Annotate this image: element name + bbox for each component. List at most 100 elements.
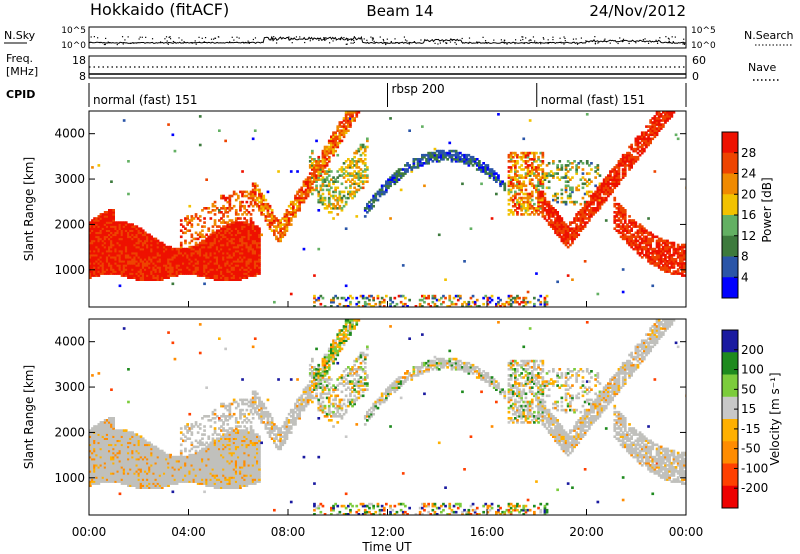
power-cell (118, 251, 122, 255)
power-cell (657, 258, 661, 261)
power-cell (617, 225, 621, 228)
power-cell (133, 241, 137, 245)
power-cell (241, 270, 244, 273)
power-cell (270, 211, 274, 214)
power-cell (638, 241, 642, 245)
power-cell (141, 247, 145, 251)
power-cell (613, 168, 617, 171)
power-cell (366, 211, 369, 214)
power-cell (583, 178, 587, 181)
power-cell (192, 266, 196, 269)
power-cell (120, 223, 124, 226)
power-cell (192, 249, 196, 253)
power-cell (234, 221, 238, 224)
power-cell (547, 172, 551, 175)
power-cell (651, 247, 655, 251)
power-cell (450, 149, 454, 153)
power-cell (399, 172, 403, 175)
power-cell (182, 270, 185, 273)
power-cell (234, 213, 238, 216)
power-cell (97, 272, 101, 275)
power-cell (321, 162, 325, 165)
power-cell (327, 170, 331, 173)
power-cell (103, 266, 107, 269)
power-cell (385, 186, 388, 190)
power-cell (99, 227, 103, 230)
power-cell (418, 302, 422, 306)
noise-search-point (655, 39, 657, 41)
power-cell (522, 207, 526, 210)
power-cell (632, 243, 636, 247)
power-cell (514, 184, 517, 188)
noise-search-point (523, 42, 525, 45)
power-cell (211, 266, 215, 269)
power-cell (562, 233, 566, 237)
power-cell (211, 243, 215, 247)
power-cell (632, 149, 636, 153)
power-cell (186, 268, 189, 271)
power-cell (89, 239, 92, 243)
power-cell (171, 258, 175, 261)
power-cell (509, 153, 513, 157)
power-cell (89, 227, 92, 230)
power-cell (133, 235, 137, 239)
power-cell (640, 247, 644, 251)
power-cell (530, 162, 534, 165)
noise-search-point (667, 37, 670, 39)
power-cell (615, 176, 619, 179)
power-cell (569, 162, 572, 165)
power-cell (241, 251, 244, 255)
power-cell (218, 235, 221, 239)
power-cell (638, 237, 642, 241)
power-cell (325, 178, 329, 181)
power-cell (234, 276, 238, 279)
power-cell (287, 211, 291, 214)
power-cell (158, 249, 162, 253)
power-cell (213, 231, 217, 235)
power-cell (141, 231, 145, 235)
power-cell (313, 176, 316, 179)
power-cell (253, 264, 257, 267)
power-cell (590, 202, 593, 206)
power-cell (228, 227, 232, 230)
power-cell (425, 296, 428, 300)
power-cell (598, 174, 602, 177)
noise-search-point (484, 40, 487, 42)
power-cell (332, 217, 335, 220)
power-cell (220, 278, 223, 281)
power-cell (91, 239, 94, 243)
power-cell (243, 262, 246, 265)
power-cell (220, 276, 223, 279)
power-cell (636, 135, 640, 139)
power-cell (325, 158, 329, 161)
power-cell (681, 249, 684, 253)
power-cell (209, 249, 213, 253)
power-cell (93, 225, 96, 228)
power-cell (253, 249, 257, 253)
power-cell (112, 217, 115, 220)
power-cell (226, 233, 230, 237)
power-cell (623, 164, 627, 167)
power-cell (239, 253, 242, 257)
power-cell (361, 296, 365, 300)
power-cell (258, 256, 261, 259)
power-cell (323, 202, 327, 206)
power-cell (258, 258, 261, 261)
power-cell (256, 256, 259, 259)
power-cell (110, 268, 113, 271)
power-cell (226, 211, 230, 214)
noise-search-point (564, 40, 566, 42)
power-cell (131, 249, 134, 253)
power-cell (196, 223, 200, 226)
power-cell (357, 149, 361, 153)
power-cell (583, 192, 587, 196)
power-cell (592, 200, 595, 204)
power-cell (131, 243, 134, 247)
power-cell (349, 113, 352, 116)
power-cell (623, 168, 627, 171)
power-cell (247, 245, 251, 249)
power-cell (507, 188, 511, 192)
power-cell (190, 247, 194, 251)
power-cell (541, 207, 545, 210)
power-cell (105, 217, 109, 220)
